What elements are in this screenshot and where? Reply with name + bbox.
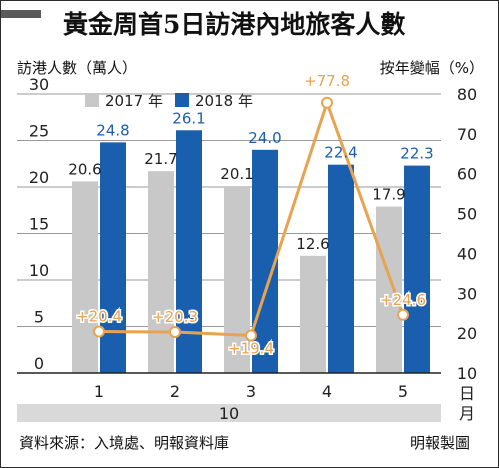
bar-2018	[176, 130, 202, 373]
legend-layer: 2017 年 2018 年	[85, 92, 253, 110]
month-band-layer	[17, 404, 441, 422]
right-axis-title: 按年變幅（%）	[380, 59, 484, 77]
y-tick-label: 20	[29, 168, 49, 187]
y-tick-label: 25	[29, 122, 49, 141]
legend-swatch	[85, 93, 99, 107]
value-label-2018: 22.4	[324, 144, 357, 162]
value-label-2018: 24.8	[96, 121, 129, 139]
pct-change-label: +20.4	[76, 308, 122, 326]
pct-change-point	[321, 96, 333, 109]
x-tick-label: 1	[94, 382, 104, 401]
pct-change-point	[397, 308, 409, 321]
legend-label: 2018 年	[195, 92, 253, 110]
credit-note: 明報製圖	[410, 434, 471, 452]
bar-2018	[404, 165, 430, 373]
legend-swatch	[175, 93, 189, 107]
month-label: 10	[219, 404, 239, 423]
bar-2017	[148, 171, 174, 373]
y-tick-label: 10	[29, 261, 49, 280]
pct-change-label: +77.8	[304, 72, 350, 90]
value-label-2017: 20.6	[68, 160, 101, 178]
bar-2017	[376, 206, 402, 373]
y-tick-label: 30	[29, 75, 49, 94]
value-label-2017: 20.1	[220, 165, 253, 183]
chart-title: 黃金周首5日訪港內地旅客人數	[63, 10, 406, 39]
y-tick-label: 15	[29, 215, 49, 234]
x-group-unit-label: 月	[459, 404, 475, 423]
pct-change-point	[93, 325, 105, 338]
x-tick-label: 2	[170, 382, 180, 401]
bar-2017	[72, 181, 98, 373]
y2-tick-label: 30	[457, 284, 477, 303]
value-label-2017: 12.6	[296, 235, 329, 253]
y2-tick-label: 50	[457, 205, 477, 224]
value-label-2018: 22.3	[400, 145, 433, 163]
y2-tick-label: 40	[457, 244, 477, 263]
y2-tick-label: 70	[457, 125, 477, 144]
bar-2017	[300, 255, 326, 373]
left-axis-title: 訪港人數（萬人）	[17, 59, 137, 77]
month-band	[17, 404, 441, 422]
pct-change-label: +20.3	[152, 308, 198, 326]
y2-tick-label: 60	[457, 165, 477, 184]
title-accent-bar	[1, 10, 41, 18]
y-tick-label: 5	[34, 308, 44, 327]
source-note: 資料來源：入境處、明報資料庫	[19, 434, 230, 452]
y2-tick-label: 20	[457, 324, 477, 343]
y-tick-label: 0	[34, 354, 44, 373]
x-tick-label: 3	[246, 382, 256, 401]
x-unit-label: 日	[459, 384, 475, 403]
label-layer: 20.6 24.8 21.7 26.1 20.1 24.0 12.6 22.4 17.9 22.3…	[68, 70, 433, 359]
value-label-2018: 26.1	[172, 109, 205, 127]
chart-canvas: 20.6 24.8 21.7 26.1 20.1 24.0 12.6 22.4 17.9 22.3…	[17, 59, 484, 423]
title-row: 黃金周首5日訪港內地旅客人數	[1, 1, 498, 41]
x-tick-label: 4	[322, 382, 332, 401]
pct-change-label: +24.6	[380, 291, 426, 309]
value-label-2017: 21.7	[144, 150, 177, 168]
x-tick-label: 5	[398, 382, 408, 401]
y2-tick-label: 80	[457, 85, 477, 104]
bar-2017	[224, 186, 250, 373]
pct-change-label: +19.4	[228, 340, 274, 358]
line-layer	[93, 96, 409, 342]
bar-2018	[328, 164, 354, 373]
bar-2018	[100, 142, 126, 373]
pct-change-point	[169, 325, 181, 338]
legend-label: 2017 年	[105, 92, 163, 110]
value-label-2017: 17.9	[372, 186, 405, 204]
value-label-2018: 24.0	[248, 129, 281, 147]
footer: 資料來源：入境處、明報資料庫 明報製圖	[1, 426, 498, 467]
y2-tick-label: 10	[457, 364, 477, 383]
pct-change-point	[245, 329, 257, 342]
